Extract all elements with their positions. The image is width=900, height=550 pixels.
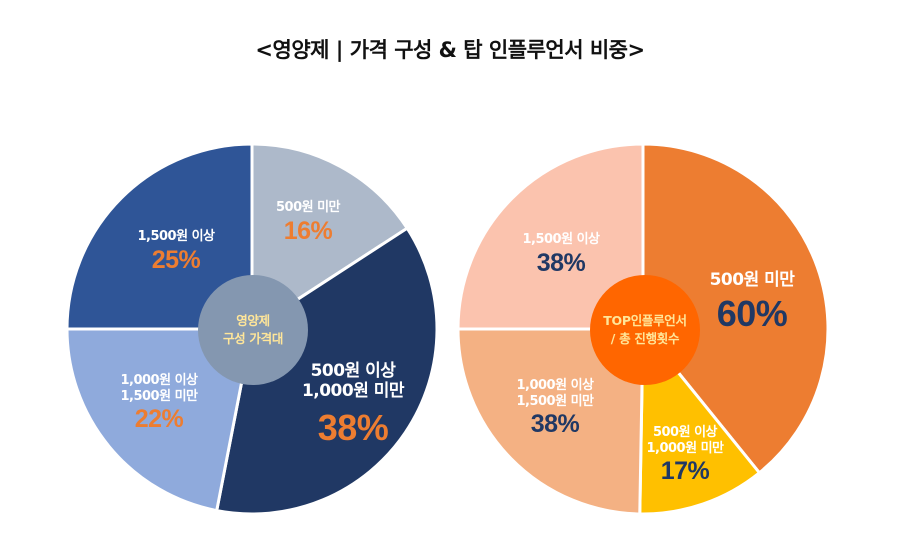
left-label-500-1000: 500원 이상 1,000원 미만 38% xyxy=(301,361,405,448)
left-label-1000-1500: 1,000원 이상 1,500원 미만 22% xyxy=(120,373,198,434)
pie-slice xyxy=(456,142,645,331)
pie-slice xyxy=(250,142,409,331)
pie-chart-top-influencer xyxy=(456,142,830,516)
right-label-over-1500: 1,500원 이상 38% xyxy=(522,232,600,277)
pie-slice xyxy=(65,142,254,331)
right-label-under-500: 500원 미만 60% xyxy=(709,270,795,335)
pie-slice xyxy=(215,226,439,516)
left-label-over-1500: 1,500원 이상 25% xyxy=(137,229,215,274)
pie-slice xyxy=(456,327,645,516)
pie-center-circle xyxy=(590,275,700,385)
pie-slice xyxy=(641,142,830,475)
chart-title: <영양제 | 가격 구성 & 탑 인플루언서 비중> xyxy=(255,38,645,62)
right-label-1000-1500: 1,000원 이상 1,500원 미만 38% xyxy=(516,378,594,439)
left-label-under-500: 500원 미만 16% xyxy=(275,200,341,245)
right-label-500-1000: 500원 이상 1,000원 미만 17% xyxy=(646,425,724,486)
pie-chart-price-range xyxy=(65,142,439,516)
pie-center-circle xyxy=(198,275,308,385)
pie-slice xyxy=(65,327,254,513)
left-center-label: 영양제 구성 가격대 xyxy=(222,312,284,346)
right-center-label: TOP인플루언서 / 총 진행횟수 xyxy=(603,312,687,346)
